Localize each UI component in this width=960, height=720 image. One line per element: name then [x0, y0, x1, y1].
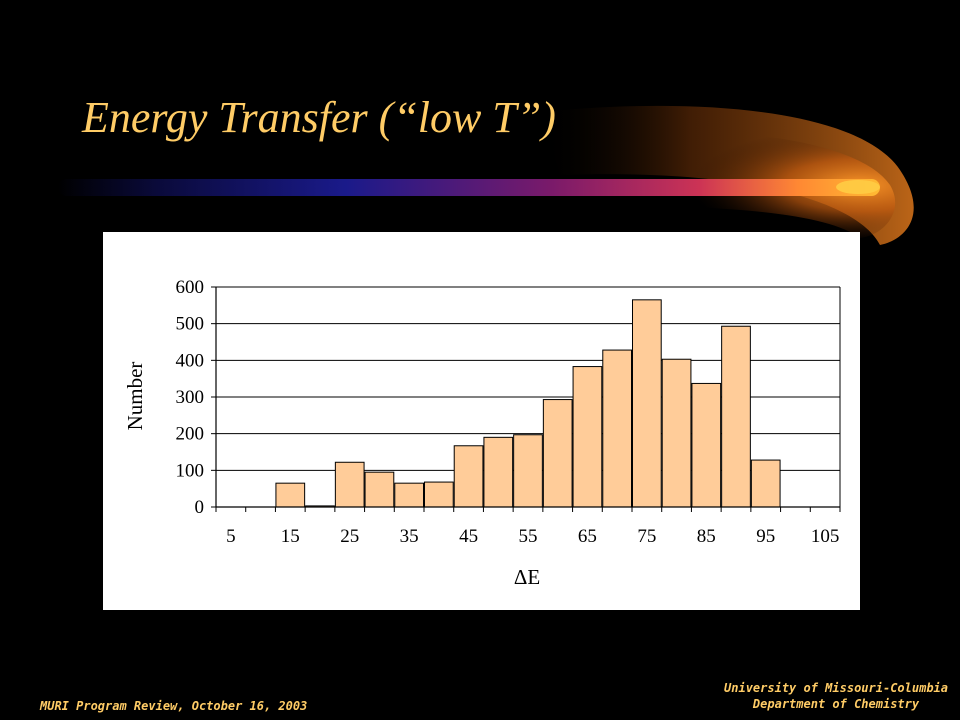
histogram-chart-panel: 0 100 200 300 400 500 600 5 15 25 35 45 55 65 75 85 95 1… — [103, 232, 860, 610]
x-tick-label-45: 45 — [459, 526, 478, 547]
x-tick-label-25: 25 — [340, 526, 359, 547]
footer-institution: University of Missouri-Columbia Departme… — [724, 680, 948, 712]
x-tick-label-75: 75 — [637, 526, 656, 547]
x-tick-label-5: 5 — [226, 526, 236, 547]
x-tick-label-15: 15 — [281, 526, 300, 547]
y-axis-title: Number — [123, 362, 147, 431]
y-tick-label-500: 500 — [176, 314, 205, 335]
bar-25 — [334, 461, 365, 508]
y-tick-labels: 0 100 200 300 400 500 600 — [176, 277, 205, 518]
y-tick-label-0: 0 — [195, 497, 205, 518]
footer-university: University of Missouri-Columbia — [724, 681, 948, 695]
y-tick-label-300: 300 — [176, 387, 205, 408]
x-tick-label-85: 85 — [697, 526, 716, 547]
y-tick-label-100: 100 — [176, 460, 205, 481]
bar-65 — [572, 366, 603, 508]
bar-60 — [542, 399, 573, 508]
bar-40 — [424, 481, 454, 508]
axes — [211, 286, 841, 512]
bar-90 — [721, 325, 751, 508]
bar-95 — [750, 459, 781, 508]
x-tick-label-65: 65 — [578, 526, 597, 547]
bar-75 — [632, 299, 662, 508]
x-tick-label-55: 55 — [519, 526, 538, 547]
bars — [275, 299, 781, 508]
x-tick-label-95: 95 — [756, 526, 775, 547]
bar-45 — [453, 445, 484, 508]
x-tick-labels: 5 15 25 35 45 55 65 75 85 95 105 — [226, 526, 839, 547]
bar-30 — [364, 471, 395, 508]
bar-85 — [691, 382, 722, 508]
bar-highlight — [836, 180, 880, 194]
title-underline-bar — [58, 179, 880, 196]
y-tick-label-200: 200 — [176, 424, 205, 445]
bar-70 — [602, 349, 632, 508]
footer-department: Department of Chemistry — [752, 697, 920, 711]
bar-55 — [513, 434, 543, 508]
footer-event: MURI Program Review, October 16, 2003 — [40, 699, 308, 713]
histogram-chart: 0 100 200 300 400 500 600 5 15 25 35 45 55 65 75 85 95 1… — [123, 277, 841, 589]
bar-15 — [275, 482, 306, 508]
y-tick-label-400: 400 — [176, 350, 205, 371]
x-tick-label-35: 35 — [400, 526, 419, 547]
y-tick-label-600: 600 — [176, 277, 205, 298]
bar-80 — [661, 358, 692, 508]
x-axis-title: ΔE — [514, 565, 540, 589]
x-tick-label-105: 105 — [811, 526, 840, 547]
bar-35 — [394, 482, 424, 508]
bar-50 — [483, 436, 514, 508]
slide-title: Energy Transfer (“low T”) — [82, 93, 556, 142]
